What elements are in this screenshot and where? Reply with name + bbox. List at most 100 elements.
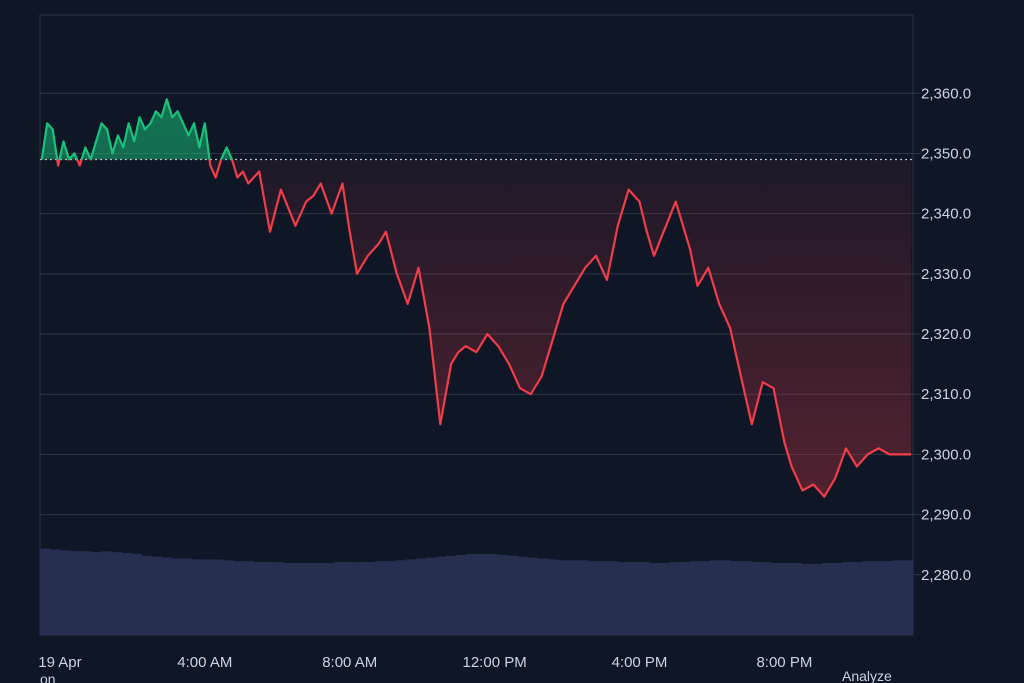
volume-bar (435, 556, 447, 635)
volume-bar (598, 561, 610, 635)
volume-bar (232, 561, 244, 635)
x-tick-label: 8:00 AM (322, 654, 377, 671)
x-axis-labels: 19 Apr 4:00 AM 8:00 AM 12:00 PM 4:00 PM 8:00 … (38, 654, 812, 671)
volume-bar (709, 560, 721, 635)
volume-bar (100, 551, 112, 635)
volume-bar (70, 551, 82, 635)
volume-bar (740, 561, 752, 635)
y-tick-label: 2,300.0 (921, 446, 971, 463)
volume-bar (567, 560, 579, 635)
volume-bar (40, 548, 51, 635)
volume-bar (50, 549, 61, 635)
volume-bar (324, 563, 335, 635)
volume-bar (750, 562, 762, 635)
price-line-up (40, 98, 234, 160)
volume-bar (253, 562, 264, 635)
volume-bar (456, 554, 467, 635)
volume-bar (882, 561, 894, 635)
volume-bar (334, 562, 346, 635)
area-fill-down (41, 159, 912, 497)
volume-bar (212, 559, 224, 635)
volume-bar (446, 555, 457, 635)
volume-bar (608, 561, 620, 635)
volume-bar (283, 563, 295, 635)
volume-bar (415, 558, 427, 635)
price-line (40, 98, 912, 498)
volume-bar (192, 559, 204, 635)
volume-bar (872, 561, 884, 635)
volume-bar (852, 562, 863, 635)
volume-bar (405, 559, 417, 635)
x-tick-label: 12:00 PM (463, 654, 527, 671)
y-tick-label: 2,280.0 (921, 567, 971, 584)
volume-bar (517, 556, 528, 635)
volume-bar (476, 554, 488, 635)
volume-bar (273, 562, 285, 635)
volume-bar (638, 562, 650, 635)
volume-bar (791, 563, 802, 635)
volume-bar (385, 561, 396, 635)
volume-bar (659, 563, 670, 635)
price-line-down (41, 159, 912, 498)
volume-bar (354, 562, 366, 635)
y-tick-label: 2,290.0 (921, 507, 971, 524)
volume-bar (161, 557, 173, 635)
volume-bar (121, 553, 132, 635)
volume-bar (628, 562, 640, 635)
volume-bar (689, 561, 701, 635)
volume-bar (811, 563, 823, 635)
volume-bar (801, 563, 813, 635)
volume-bar (770, 563, 782, 635)
volume-bar (841, 562, 853, 635)
y-tick-label: 2,310.0 (921, 386, 971, 403)
x-tick-label: 19 Apr (38, 654, 81, 671)
y-tick-label: 2,360.0 (921, 85, 971, 102)
volume-bar (831, 563, 843, 635)
volume-bar (466, 554, 478, 635)
volume-bar (374, 561, 386, 635)
volume-bar (506, 555, 518, 635)
volume-bar (557, 560, 569, 635)
volume-bar (263, 562, 275, 635)
volume-bar (699, 561, 711, 635)
volume-bar (243, 561, 254, 635)
volume-bar (111, 552, 122, 635)
analyze-link[interactable]: Analyze (842, 668, 892, 683)
volume-bar (527, 557, 539, 635)
x-tick-label: 4:00 PM (612, 654, 668, 671)
x-tick-label: 4:00 AM (177, 654, 232, 671)
volume-bar (314, 563, 325, 635)
volume-bar (60, 550, 72, 635)
volume-bars (40, 548, 914, 635)
y-tick-label: 2,350.0 (921, 145, 971, 162)
y-tick-label: 2,320.0 (921, 326, 971, 343)
y-axis-labels: 2,360.0 2,350.0 2,340.0 2,330.0 2,320.0 2,310… (921, 85, 971, 584)
volume-bar (293, 563, 305, 635)
volume-bar (202, 559, 214, 635)
volume-bar (669, 562, 681, 635)
y-tick-label: 2,340.0 (921, 206, 971, 223)
volume-bar (679, 562, 691, 635)
volume-bar (141, 555, 153, 635)
volume-bar (131, 554, 143, 635)
volume-bar (892, 560, 904, 635)
volume-bar (730, 561, 742, 635)
volume-bar (781, 563, 792, 635)
volume-bar (496, 554, 508, 635)
volume-bar (578, 560, 589, 635)
volume-bar (821, 563, 833, 635)
volume-bar (90, 552, 102, 635)
volume-bar (588, 561, 599, 635)
volume-bar (537, 558, 549, 635)
volume-bar (364, 562, 376, 635)
volume-bar (760, 562, 772, 635)
volume-bar (486, 554, 498, 635)
volume-bar (171, 558, 183, 635)
volume-bar (902, 560, 914, 635)
volume-bar (547, 559, 559, 635)
footer-left-text: on (40, 671, 56, 683)
volume-bar (344, 562, 356, 635)
x-tick-label: 8:00 PM (756, 654, 812, 671)
y-tick-label: 2,330.0 (921, 266, 971, 283)
